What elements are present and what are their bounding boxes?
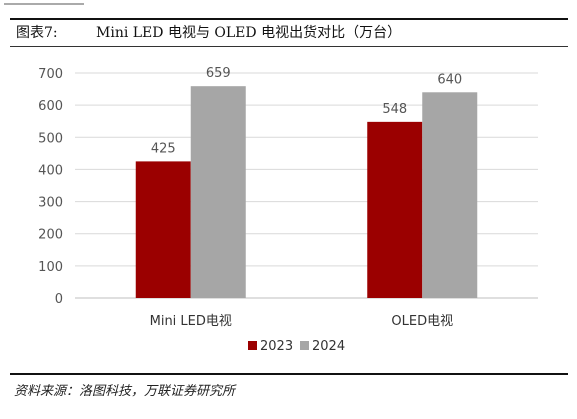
y-tick-label: 200 <box>38 228 63 243</box>
y-tick-label: 300 <box>38 196 63 211</box>
data-label-2024: 640 <box>437 72 462 87</box>
title-top-rule <box>10 18 568 20</box>
bar-chart: 0 100 200 300 400 500 600 700 425 659 548 640 Mini… <box>38 66 538 354</box>
y-tick-label: 700 <box>38 67 63 82</box>
figure-title: Mini LED 电视与 OLED 电视出货对比（万台） <box>96 25 402 41</box>
source-top-rule <box>10 373 568 375</box>
bar-2024 <box>422 92 478 299</box>
source-note: 资料来源：洛图科技，万联证券研究所 <box>14 384 236 399</box>
legend-swatch-2023 <box>248 341 257 350</box>
data-label-2023: 425 <box>151 141 176 156</box>
bar-2023 <box>135 161 191 298</box>
x-category-label: Mini LED电视 <box>150 314 232 329</box>
data-label-2023: 548 <box>382 102 407 117</box>
bars <box>135 86 478 299</box>
y-tick-label: 100 <box>38 260 63 275</box>
data-labels: 425 659 548 640 <box>151 66 462 156</box>
legend-label-2023: 2023 <box>260 339 293 354</box>
legend-swatch-2024 <box>300 341 309 350</box>
legend: 2023 2024 <box>248 339 345 354</box>
y-tick-label: 600 <box>38 99 63 114</box>
figure-caption: 图表7: Mini LED 电视与 OLED 电视出货对比（万台） <box>10 22 568 44</box>
x-axis-categories: Mini LED电视 OLED电视 <box>150 314 453 329</box>
x-category-label: OLED电视 <box>391 314 453 329</box>
y-axis-ticks: 0 100 200 300 400 500 600 700 <box>38 67 63 307</box>
y-tick-label: 500 <box>38 131 63 146</box>
data-label-2024: 659 <box>206 66 231 81</box>
bar-2023 <box>367 121 423 298</box>
y-tick-label: 400 <box>38 163 63 178</box>
figure-number: 图表7: <box>16 25 58 41</box>
y-tick-label: 0 <box>55 292 63 307</box>
bar-2024 <box>190 86 246 298</box>
cropped-previous-content <box>0 0 577 8</box>
title-bottom-rule <box>10 46 568 47</box>
legend-label-2024: 2024 <box>312 339 345 354</box>
